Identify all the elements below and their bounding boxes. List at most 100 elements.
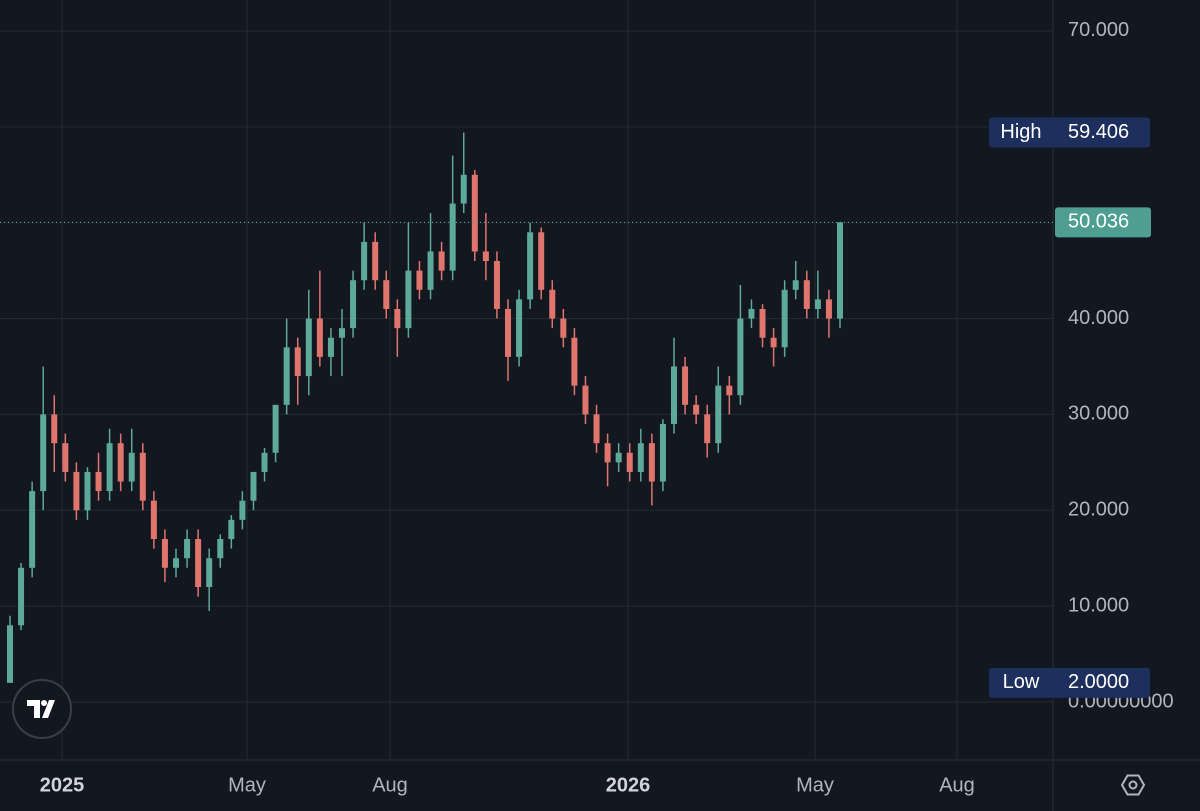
marker-badge xyxy=(989,667,1150,698)
candle-body xyxy=(615,452,622,463)
candle-body xyxy=(781,289,788,348)
candle-body xyxy=(161,539,168,568)
candle-body xyxy=(460,174,467,204)
candle-body xyxy=(582,385,589,415)
candle-body xyxy=(637,443,644,472)
candle-body xyxy=(383,280,390,309)
candle-body xyxy=(195,539,202,587)
settings-button[interactable] xyxy=(1120,774,1146,796)
candle-body xyxy=(250,471,257,501)
candle-body xyxy=(648,443,655,482)
candle-body xyxy=(427,251,434,290)
candle-body xyxy=(549,289,556,319)
logo[interactable] xyxy=(12,679,72,739)
x-tick-label: Aug xyxy=(372,774,408,796)
candle-body xyxy=(217,539,224,559)
candle-body xyxy=(84,471,91,511)
candle-body xyxy=(803,280,810,309)
candle-body xyxy=(18,567,25,626)
candle-body xyxy=(261,452,268,472)
marker-label: High xyxy=(1000,121,1041,143)
candle-body xyxy=(792,280,799,290)
candle-body xyxy=(128,452,135,482)
candle-body xyxy=(471,174,478,252)
y-tick-label: 30.000 xyxy=(1068,403,1129,425)
candle-body xyxy=(139,452,146,501)
labels: 0.0000000010.00020.00030.00040.00050.000… xyxy=(0,19,1174,796)
candle-body xyxy=(150,500,157,540)
candle-body xyxy=(449,203,456,271)
candle-body xyxy=(29,491,36,568)
candle-body xyxy=(7,625,13,683)
candle-body xyxy=(626,452,633,472)
y-tick-label: 10.000 xyxy=(1068,594,1129,616)
candle-body xyxy=(228,519,235,540)
x-tick-label: 2025 xyxy=(40,774,85,796)
candle-body xyxy=(173,558,179,568)
candle-body xyxy=(604,443,611,463)
candle-body xyxy=(493,261,500,309)
candle-body xyxy=(416,270,423,290)
candle-body xyxy=(704,414,711,444)
candle-body xyxy=(438,251,445,271)
candle-body xyxy=(316,318,323,357)
candle-body xyxy=(95,471,102,492)
candle-body xyxy=(117,443,124,482)
last-price-label: 50.036 xyxy=(1068,211,1129,233)
candle-body xyxy=(361,241,368,281)
candles xyxy=(7,132,843,683)
candle-body xyxy=(239,500,246,520)
candle-body xyxy=(682,366,689,405)
candle-body xyxy=(726,385,733,396)
candle-body xyxy=(51,414,58,444)
candle-body xyxy=(770,337,777,348)
x-tick-label: 2026 xyxy=(606,774,651,796)
candle-body xyxy=(339,328,345,338)
candle-body xyxy=(693,404,700,415)
x-tick-label: May xyxy=(796,774,834,796)
candle-body xyxy=(405,270,412,329)
candle-body xyxy=(715,385,722,444)
candle-body xyxy=(73,471,80,511)
candle-body xyxy=(294,347,301,377)
marker-value: 2.0000 xyxy=(1068,671,1129,693)
candle-body xyxy=(538,232,545,290)
candle-body xyxy=(737,318,744,396)
candle-body xyxy=(671,366,677,425)
candle-body xyxy=(825,299,832,319)
y-tick-label: 70.000 xyxy=(1068,19,1129,41)
candle-body xyxy=(350,280,357,329)
candle-body xyxy=(571,337,578,386)
candle-body xyxy=(372,241,379,281)
marker-value: 59.406 xyxy=(1068,121,1129,143)
candle-body xyxy=(516,299,523,357)
marker-label: Low xyxy=(1003,671,1040,693)
candle-body xyxy=(814,299,821,309)
last-price-badge xyxy=(1055,207,1151,238)
candle-body xyxy=(283,347,290,405)
candle-body xyxy=(305,318,312,377)
candle-body xyxy=(659,424,666,482)
candle-body xyxy=(748,308,755,319)
candle-body xyxy=(272,404,279,453)
y-tick-label: 40.000 xyxy=(1068,307,1129,329)
candle-body xyxy=(505,308,511,357)
candle-body xyxy=(759,308,766,338)
candle-body xyxy=(206,558,213,587)
candle-body xyxy=(837,222,843,319)
candle-body xyxy=(62,443,69,472)
candle-body xyxy=(40,414,47,492)
x-tick-label: May xyxy=(228,774,266,796)
candle-body xyxy=(593,414,600,444)
marker-badge xyxy=(989,117,1150,148)
candle-body xyxy=(527,232,534,300)
grid xyxy=(0,0,1053,760)
candle-body xyxy=(482,251,489,262)
x-tick-label: Aug xyxy=(939,774,975,796)
y-tick-label: 20.000 xyxy=(1068,499,1129,521)
candle-body xyxy=(394,308,401,329)
candle-body xyxy=(184,539,191,559)
candle-body xyxy=(106,443,113,492)
candle-body xyxy=(327,337,334,357)
